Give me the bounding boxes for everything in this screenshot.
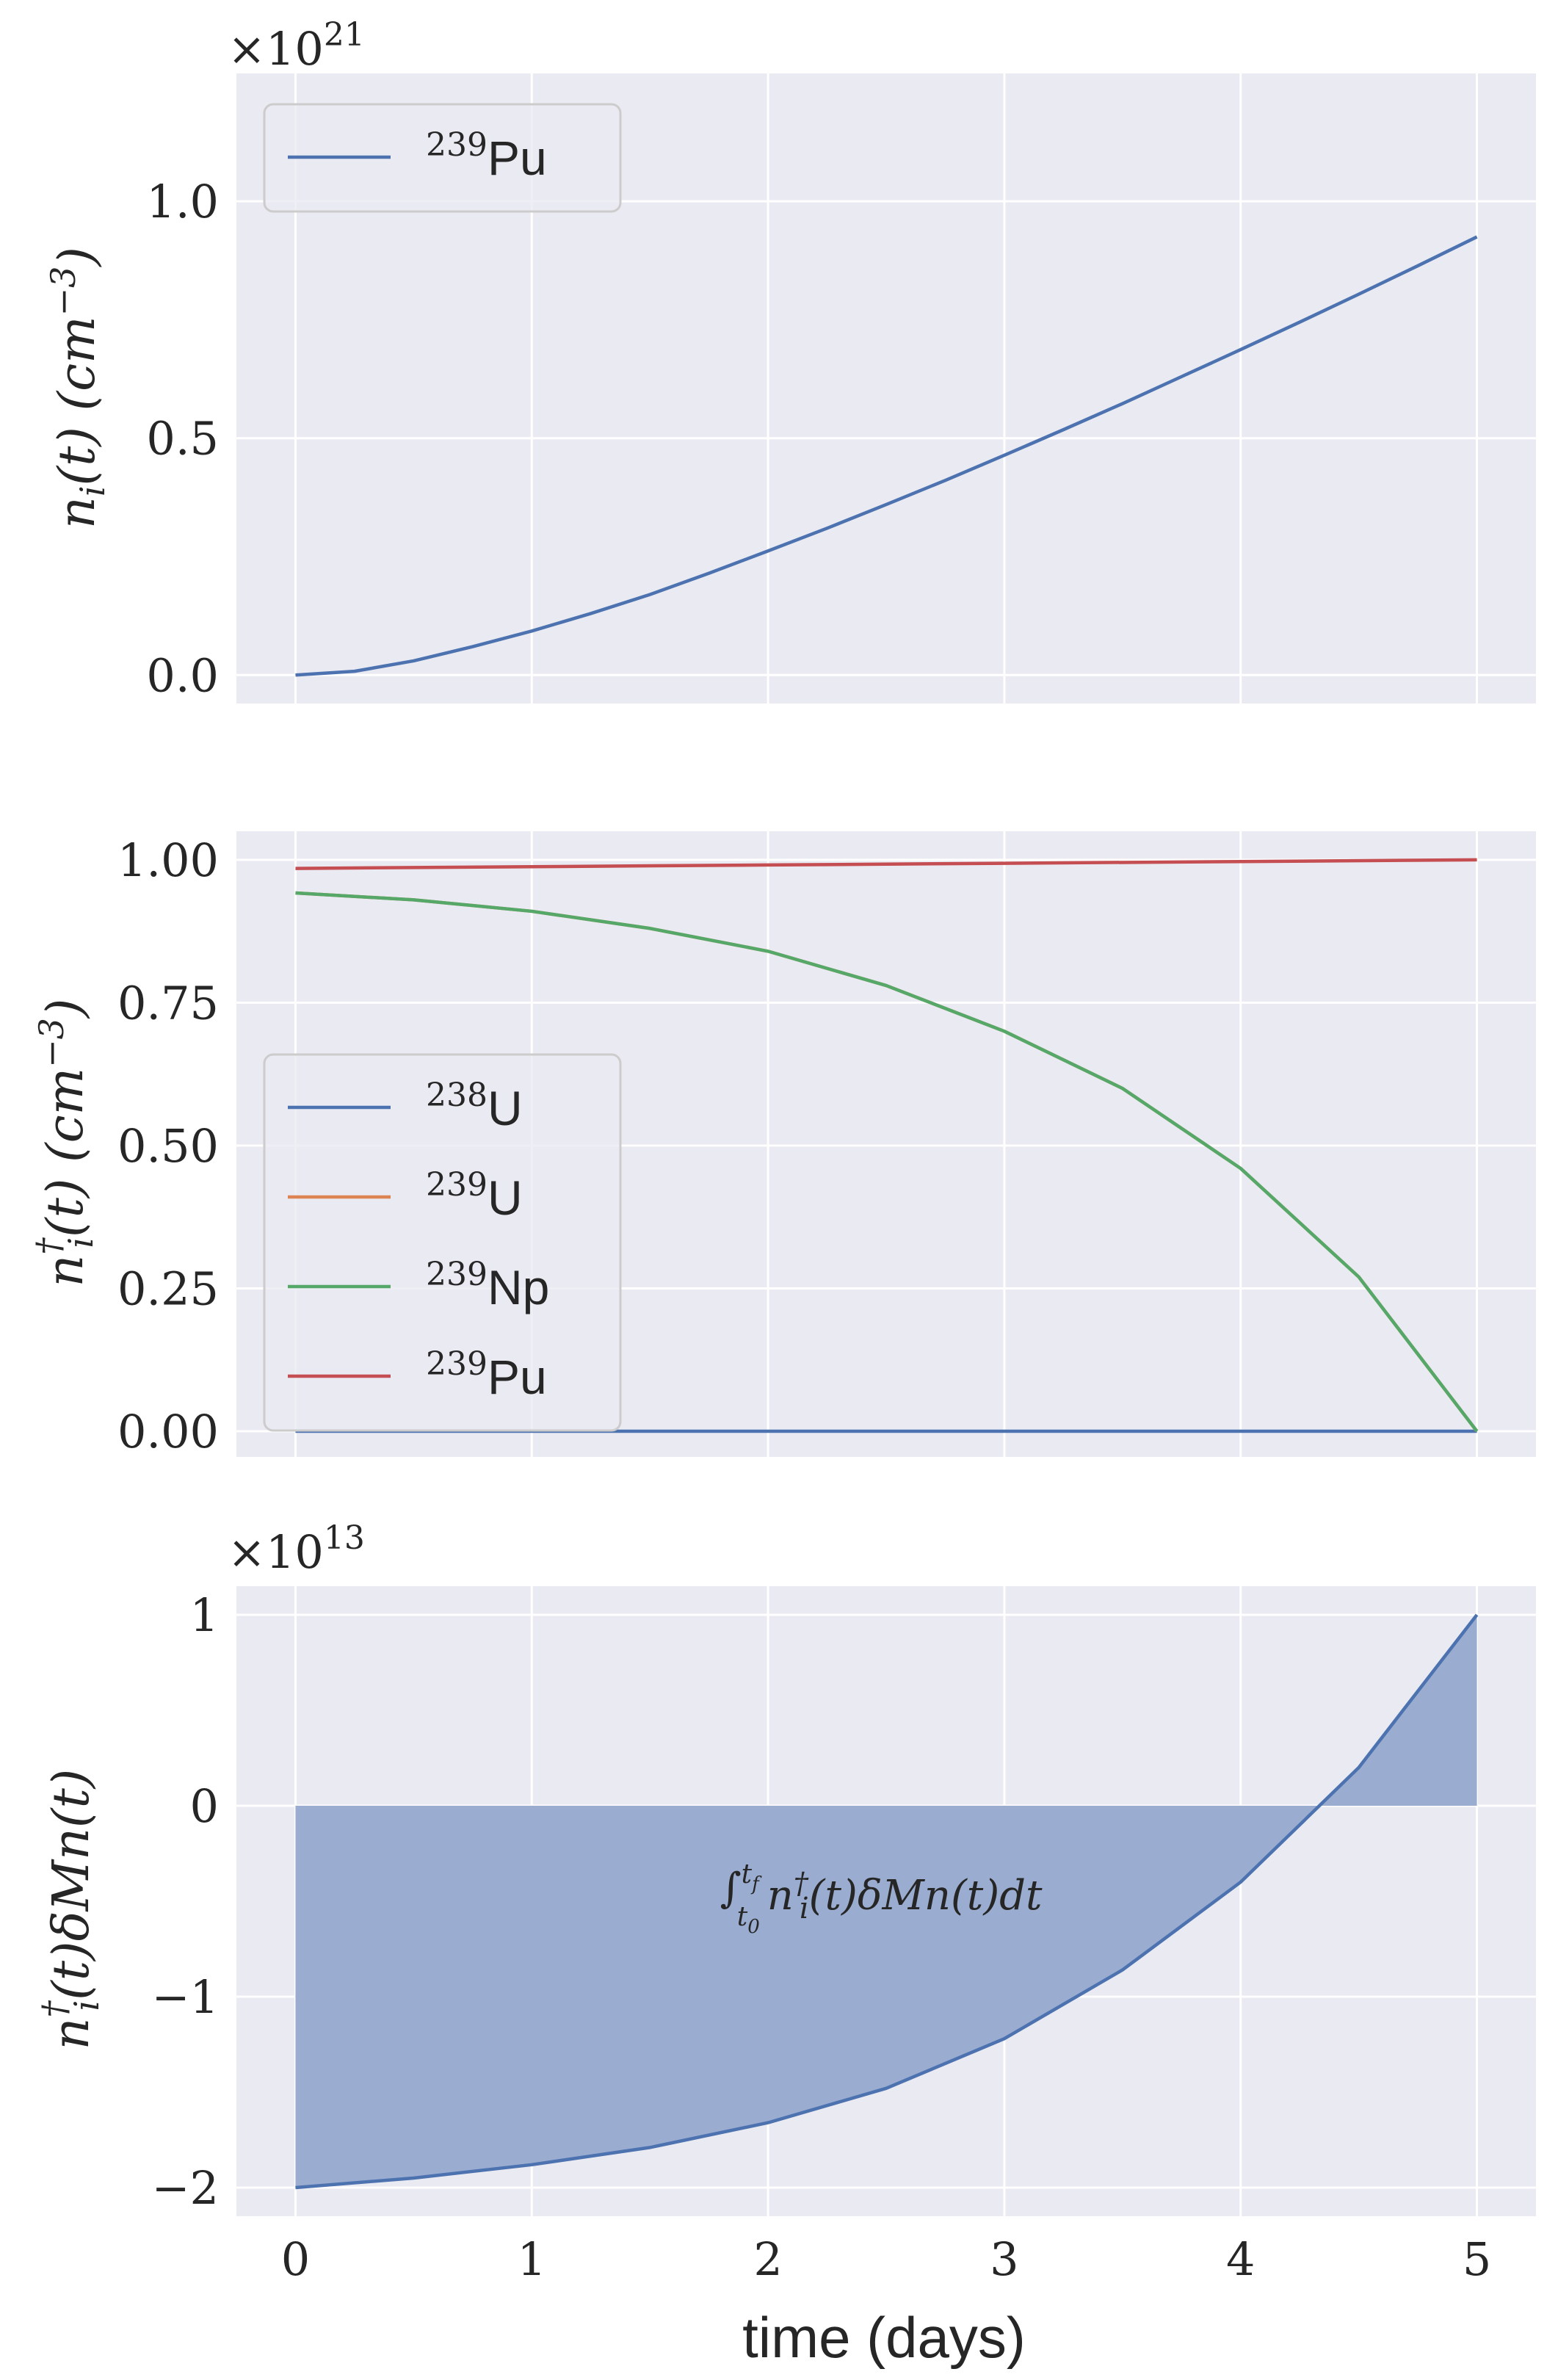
y-tick-labels: 0.0 0.5 1.0: [146, 175, 219, 702]
y-tick-label: 0: [190, 1779, 219, 1833]
y-tick-labels: 0.00 0.25 0.50 0.75 1.00: [117, 833, 219, 1458]
panel-bottom: −2−101 ×1013 n†i(t)δMn(t) ∫tf t0n† i(t)δMn…: [35, 1519, 1536, 2216]
legend-label: 239Np: [426, 1256, 549, 1314]
y-tick-label: 1.00: [117, 833, 219, 887]
legend-label: 239Pu: [426, 126, 547, 185]
x-tick-labels: 0 1 2 3 4 5: [281, 2232, 1492, 2286]
x-tick-label: 1: [518, 2232, 546, 2286]
x-tick-label: 5: [1463, 2232, 1491, 2286]
legend-box: [263, 103, 622, 213]
x-tick-label: 4: [1226, 2232, 1255, 2286]
y-tick-label: 0.5: [146, 412, 219, 466]
series-line-239pu: [295, 235, 1478, 677]
y-tick-label: 1: [190, 1588, 219, 1642]
series-group: [295, 235, 1478, 677]
x-tick-label: 3: [990, 2232, 1018, 2286]
y-offset-text: ×1021: [228, 16, 365, 76]
series-line-239np: [295, 891, 1479, 1433]
x-tick-label: 2: [753, 2232, 782, 2286]
y-tick-label: −2: [152, 2161, 219, 2215]
y-tick-label: 0.00: [117, 1405, 219, 1458]
grid: [236, 73, 1536, 703]
series-group: [295, 1613, 1479, 2190]
series-line-239pu: [295, 858, 1477, 870]
y-tick-label: 0.75: [117, 976, 219, 1030]
y-tick-label: 0.50: [117, 1119, 219, 1173]
y-tick-labels: −2 −1 0 1: [152, 1588, 219, 2215]
legend-label: 239Pu: [426, 1345, 547, 1404]
legend: 239Pu: [263, 103, 622, 213]
panel-top: 0.00.51.0 ×1021 ni(t) (cm−3) 239Pu: [43, 16, 1536, 703]
panel-middle: 0.000.250.500.751.00 n†i(t) (cm−3) 238U2…: [29, 831, 1536, 1458]
y-tick-label: 0.0: [146, 648, 219, 702]
integral-area: [295, 1615, 1477, 2188]
legend-box: [263, 1053, 622, 1432]
series-line: [295, 1613, 1479, 2190]
y-tick-label: −1: [152, 1970, 219, 2024]
area-fill: [295, 1615, 1477, 2188]
legend-label: 238U: [426, 1077, 523, 1135]
legend-label: 239U: [426, 1166, 523, 1225]
y-axis-label: n†i(t)δMn(t): [35, 1769, 106, 2050]
x-tick-label: 0: [281, 2232, 310, 2286]
x-axis-label: time (days): [742, 2305, 1026, 2370]
y-tick-label: 0.25: [117, 1262, 219, 1315]
y-tick-label: 1.0: [146, 175, 219, 228]
legend: 238U 239U 239Np 239Pu: [263, 1053, 622, 1432]
